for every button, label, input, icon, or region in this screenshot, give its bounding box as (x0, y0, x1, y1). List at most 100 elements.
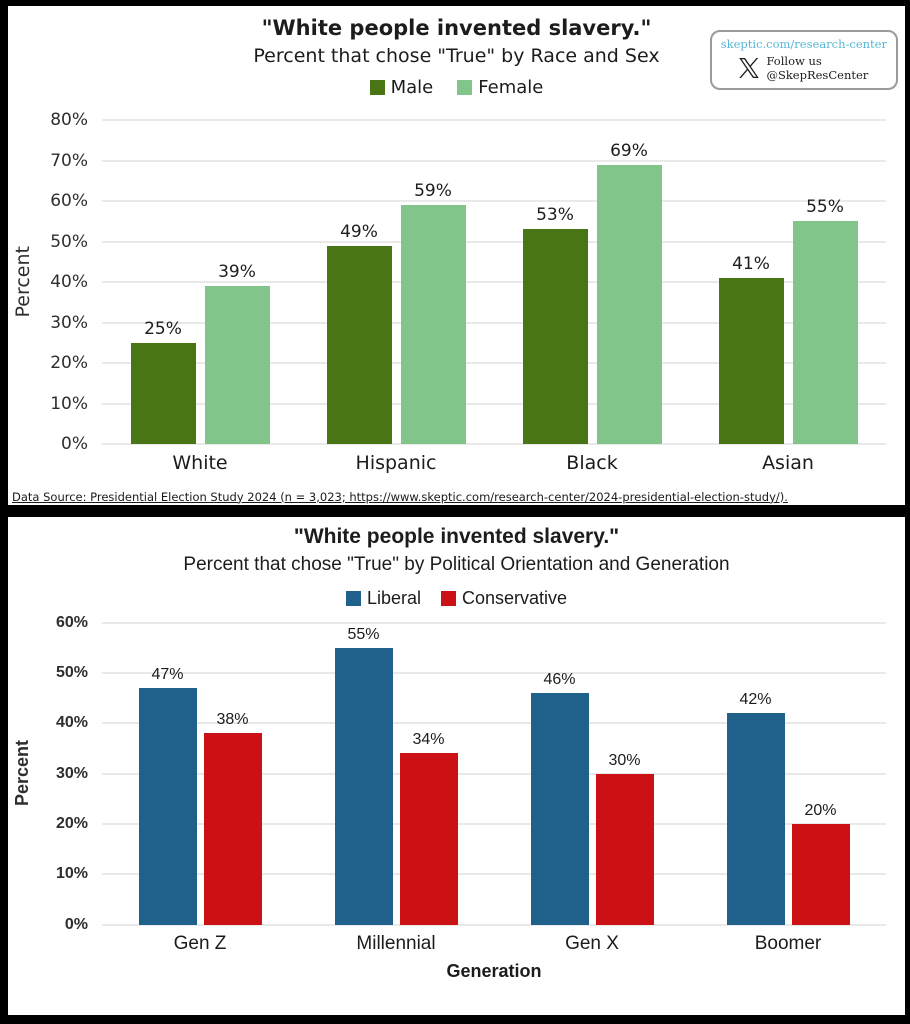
bar-value-label: 49% (340, 221, 378, 242)
x-axis-categories: Gen Z Millennial Gen X Boomer (102, 933, 886, 955)
bar-value-label: 59% (414, 181, 452, 202)
bar-slot: 53% (522, 120, 588, 444)
bar-group: 46% 30% (494, 623, 690, 925)
bar-slot: 41% (718, 120, 784, 444)
bar (792, 221, 858, 444)
gridline (102, 621, 886, 624)
y-tick-label: 10% (55, 865, 88, 883)
bar (130, 342, 196, 444)
chart-area: Percent 0% 10% 20% 30% 40% 50% 60% 70% 80% 25% 39… (8, 111, 905, 453)
bar-value-label: 42% (739, 691, 772, 709)
bar (203, 733, 262, 925)
bar-slot: 47% (138, 623, 197, 925)
bar-value-label: 39% (218, 262, 256, 283)
bar-slot: 30% (595, 623, 654, 925)
category-label: Black (566, 452, 618, 474)
category-label: Hispanic (355, 452, 437, 474)
gridline (102, 873, 886, 876)
gridline (102, 240, 886, 243)
bar-slot: 42% (726, 623, 785, 925)
bar-slot: 38% (203, 623, 262, 925)
y-tick-label: 60% (50, 191, 88, 211)
gridline (102, 443, 886, 445)
category-label: Gen X (565, 932, 619, 954)
bar (138, 687, 197, 925)
gridline (102, 671, 886, 674)
chart-panel-politics-generation: "White people invented slavery." Percent… (8, 516, 905, 1015)
gridline (102, 321, 886, 324)
gridline (102, 362, 886, 364)
y-axis-ticks: 0% 10% 20% 30% 40% 50% 60% 70% 80% (8, 111, 88, 453)
chart-panel-race-sex: "White people invented slavery." Percent… (8, 6, 905, 505)
bar-slot: 39% (204, 120, 270, 444)
bar-group: 41% 55% (690, 120, 886, 444)
bar-slot: 55% (792, 120, 858, 444)
legend-label: Liberal (366, 587, 421, 608)
y-tick-label: 20% (55, 814, 88, 832)
gridline (102, 822, 886, 825)
bar (530, 692, 589, 925)
chart-title: "White people invented slavery." (261, 16, 652, 40)
gridline (102, 119, 886, 121)
badge-follow-line2: @SkepResCenter (766, 68, 869, 82)
legend-item: Conservative (441, 588, 567, 609)
x-axis-title: Generation (446, 960, 542, 981)
gridline (102, 281, 886, 283)
legend-swatch (441, 590, 456, 606)
plot-area: 25% 39% 49% 59% 53% 69% 41% 55% (102, 119, 886, 445)
chart-legend: Liberal Conservative (8, 588, 905, 609)
gridline (102, 402, 886, 405)
y-tick-label: 30% (50, 312, 88, 333)
legend-label: Male (390, 77, 434, 98)
bar-slot: 20% (791, 623, 850, 925)
badge-follow-line1: Follow us (766, 54, 822, 68)
legend-item: Liberal (345, 587, 421, 609)
bar-slot: 49% (326, 120, 392, 444)
y-tick-label: 70% (50, 150, 88, 171)
y-tick-label: 50% (50, 231, 88, 252)
bar-group: 55% 34% (298, 623, 494, 925)
category-label: Gen Z (173, 932, 227, 954)
bar (596, 164, 662, 444)
gridline (102, 923, 886, 926)
badge-follow-text: Follow us @SkepResCenter (766, 54, 868, 82)
bar (791, 823, 850, 925)
bar-value-label: 38% (216, 711, 249, 729)
x-axis-categories: White Hispanic Black Asian (102, 452, 886, 474)
bar-group: 47% 38% (102, 623, 298, 925)
gridline (102, 722, 886, 725)
gridline (102, 200, 886, 202)
bar-value-label: 30% (608, 751, 641, 769)
y-tick-label: 40% (50, 272, 88, 292)
bar-value-label: 20% (804, 801, 837, 819)
y-axis-ticks: 0% 10% 20% 30% 40% 50% 60% (8, 614, 88, 933)
y-tick-label: 80% (50, 110, 88, 130)
bar-value-label: 55% (806, 197, 844, 218)
y-tick-label: 50% (55, 663, 88, 681)
legend-label: Conservative (462, 587, 568, 608)
bar-group: 53% 69% (494, 120, 690, 444)
y-tick-label: 0% (64, 915, 88, 933)
legend-item: Male (369, 77, 434, 98)
legend-label: Female (478, 77, 544, 98)
bar-groups: 25% 39% 49% 59% 53% 69% 41% 55% (102, 120, 886, 444)
bar-value-label: 25% (144, 318, 182, 339)
y-tick-label: 20% (50, 353, 88, 373)
badge-url-text: skeptic.com/research-center (720, 37, 887, 51)
bar (326, 245, 392, 444)
category-label: Asian (762, 452, 814, 474)
bar-value-label: 34% (412, 731, 445, 749)
chart-subtitle: Percent that chose "True" by Race and Se… (253, 45, 660, 67)
bar-slot: 59% (400, 120, 466, 444)
category-label: Boomer (754, 932, 822, 954)
bar-value-label: 46% (543, 670, 576, 688)
bar-group: 42% 20% (690, 623, 886, 925)
bar-slot: 46% (530, 623, 589, 925)
x-twitter-icon (739, 58, 760, 78)
bar (399, 753, 458, 925)
bar-groups: 47% 38% 55% 34% 46% 30% 42% 20% (102, 623, 886, 925)
bar (400, 205, 466, 444)
y-tick-label: 30% (55, 764, 88, 782)
legend-swatch (457, 80, 473, 95)
